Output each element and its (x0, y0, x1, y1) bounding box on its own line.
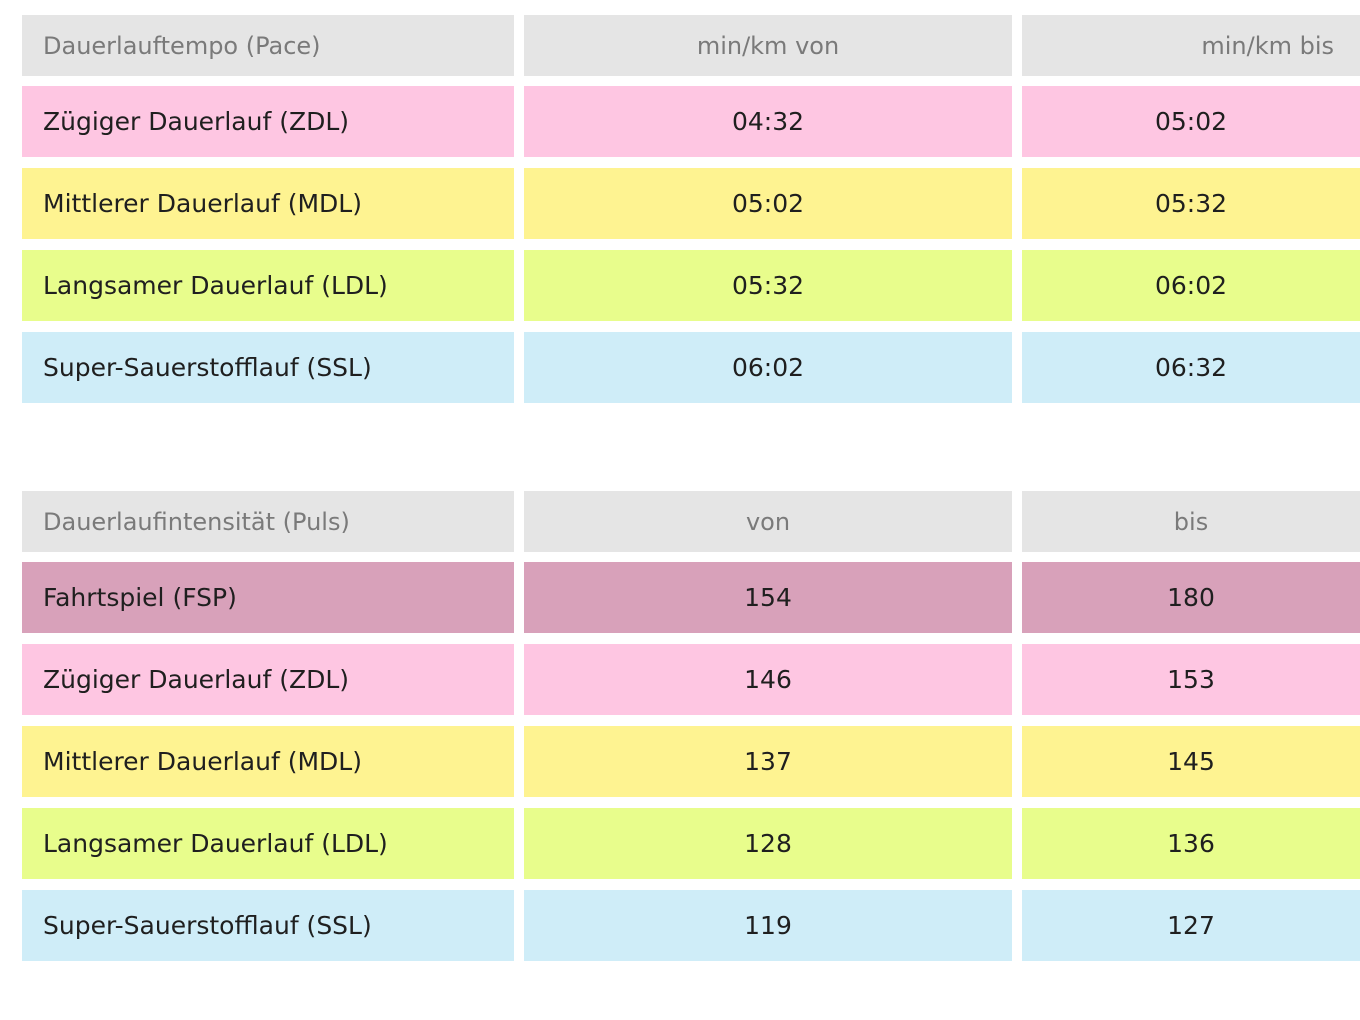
row-label: Mittlerer Dauerlauf (MDL) (22, 168, 514, 239)
row-label: Langsamer Dauerlauf (LDL) (22, 808, 514, 879)
row-from-value: 05:32 (524, 250, 1012, 321)
row-to-value: 153 (1022, 644, 1360, 715)
pace-table: Dauerlauftempo (Pace) min/km von min/km … (22, 15, 1360, 414)
row-from-value: 05:02 (524, 168, 1012, 239)
table-row: Mittlerer Dauerlauf (MDL) 05:02 05:32 (22, 168, 1360, 239)
table-row: Super-Sauerstofflauf (SSL) 119 127 (22, 890, 1360, 961)
pace-table-header-row: Dauerlauftempo (Pace) min/km von min/km … (22, 15, 1360, 76)
row-from-value: 146 (524, 644, 1012, 715)
pace-header-label: Dauerlauftempo (Pace) (22, 15, 514, 76)
row-to-value: 136 (1022, 808, 1360, 879)
table-row: Langsamer Dauerlauf (LDL) 128 136 (22, 808, 1360, 879)
row-to-value: 06:32 (1022, 332, 1360, 403)
row-to-value: 05:02 (1022, 86, 1360, 157)
row-to-value: 180 (1022, 562, 1360, 633)
row-to-value: 05:32 (1022, 168, 1360, 239)
pace-header-to: min/km bis (1022, 15, 1360, 76)
table-row: Langsamer Dauerlauf (LDL) 05:32 06:02 (22, 250, 1360, 321)
pulse-table-header-row: Dauerlaufintensität (Puls) von bis (22, 491, 1360, 552)
row-label: Mittlerer Dauerlauf (MDL) (22, 726, 514, 797)
row-from-value: 128 (524, 808, 1012, 879)
row-label: Super-Sauerstofflauf (SSL) (22, 890, 514, 961)
row-label: Super-Sauerstofflauf (SSL) (22, 332, 514, 403)
row-label: Fahrtspiel (FSP) (22, 562, 514, 633)
pulse-table: Dauerlaufintensität (Puls) von bis Fahrt… (22, 491, 1360, 972)
row-from-value: 06:02 (524, 332, 1012, 403)
row-to-value: 145 (1022, 726, 1360, 797)
row-from-value: 119 (524, 890, 1012, 961)
pulse-header-from: von (524, 491, 1012, 552)
row-from-value: 137 (524, 726, 1012, 797)
row-label: Langsamer Dauerlauf (LDL) (22, 250, 514, 321)
pace-header-from: min/km von (524, 15, 1012, 76)
table-row: Super-Sauerstofflauf (SSL) 06:02 06:32 (22, 332, 1360, 403)
row-label: Zügiger Dauerlauf (ZDL) (22, 644, 514, 715)
row-from-value: 04:32 (524, 86, 1012, 157)
row-label: Zügiger Dauerlauf (ZDL) (22, 86, 514, 157)
row-to-value: 06:02 (1022, 250, 1360, 321)
pulse-header-label: Dauerlaufintensität (Puls) (22, 491, 514, 552)
row-from-value: 154 (524, 562, 1012, 633)
table-row: Zügiger Dauerlauf (ZDL) 04:32 05:02 (22, 86, 1360, 157)
pulse-header-to: bis (1022, 491, 1360, 552)
table-row: Fahrtspiel (FSP) 154 180 (22, 562, 1360, 633)
row-to-value: 127 (1022, 890, 1360, 961)
table-row: Mittlerer Dauerlauf (MDL) 137 145 (22, 726, 1360, 797)
table-row: Zügiger Dauerlauf (ZDL) 146 153 (22, 644, 1360, 715)
